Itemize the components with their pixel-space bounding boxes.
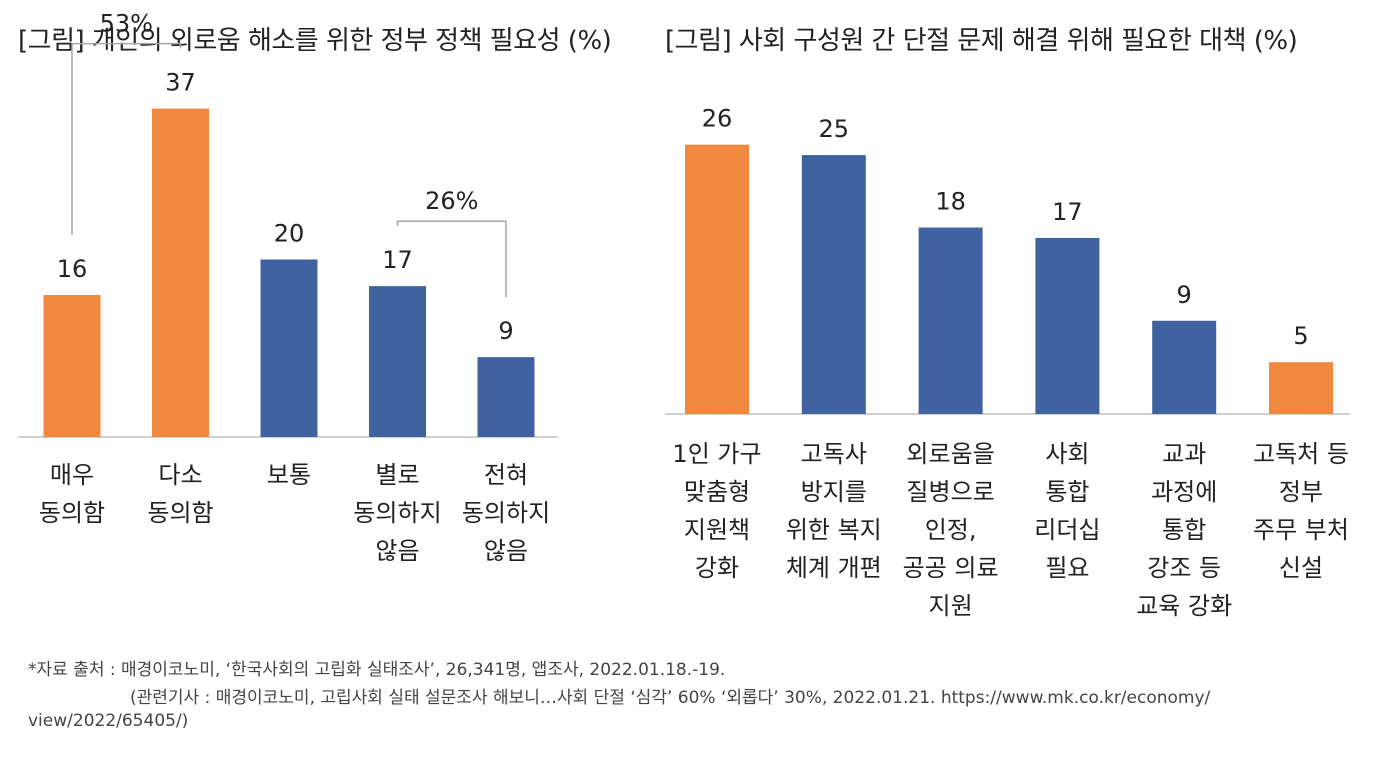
- chart1-bar-4: [1152, 320, 1217, 414]
- chart0-category-label-2: 보통: [267, 461, 311, 489]
- chart0-bar-1: [152, 108, 209, 437]
- chart1-category-label-2: 외로움을 질병으로 인정, 공공 의료 지원: [903, 440, 999, 620]
- chart0-bracket-label-1: 26%: [425, 187, 478, 215]
- chart0-value-label-3: 17: [382, 246, 413, 274]
- source-footnote: *자료 출처 : 매경이코노미, ‘한국사회의 고립화 실태조사’, 26,34…: [28, 660, 726, 680]
- related-article-url: view/2022/65405/): [28, 711, 189, 731]
- chart1-value-label-0: 26: [702, 105, 733, 133]
- chart1-value-label-1: 25: [819, 115, 850, 143]
- chart0-value-label-2: 20: [274, 220, 305, 248]
- chart1-category-label-1: 고독사 방지를 위한 복지 체계 개편: [786, 440, 882, 582]
- left-chart-title: [그림] 개인의 외로움 해소를 위한 정부 정책 필요성 (%): [18, 26, 612, 56]
- chart1-bar-1: [801, 155, 866, 415]
- chart1-category-label-0: 1인 가구 맞춤형 지원책 강화: [672, 440, 761, 582]
- chart0-bar-3: [369, 286, 426, 437]
- chart0-category-label-0: 매우 동의함: [39, 461, 105, 527]
- chart1-category-label-3: 사회 통합 리더십 필요: [1034, 440, 1100, 582]
- chart0-category-label-4: 전혀 동의하지 않음: [462, 461, 550, 565]
- chart1-value-label-2: 18: [935, 188, 966, 216]
- chart0-value-label-0: 16: [57, 255, 88, 283]
- chart0-bar-4: [477, 357, 535, 437]
- chart1-bar-0: [685, 144, 749, 414]
- chart1-category-label-4: 교과 과정에 통합 강조 등 교육 강화: [1136, 440, 1232, 620]
- left-bar-chart: 16 매우 동의함 37 다소 동의함 20 보통 17 별로 동의하지 않음 9 전혀 동의하지 않음 53%…: [18, 10, 558, 565]
- chart1-category-label-5: 고독처 등 정부 주무 부처 신설: [1253, 440, 1349, 582]
- chart0-value-label-1: 37: [165, 69, 196, 97]
- chart1-bar-2: [918, 227, 983, 414]
- chart0-bracket-1: [396, 220, 507, 298]
- chart0-bar-2: [260, 259, 318, 437]
- right-bar-chart: 26 1인 가구 맞춤형 지원책 강화 25 고독사 방지를 위한 복지 체계 개편 18 외로움을 질…: [665, 105, 1350, 620]
- chart0-bracket-label-0: 53%: [100, 10, 153, 38]
- chart1-value-label-4: 9: [1177, 281, 1192, 309]
- chart1-bar-3: [1035, 237, 1100, 414]
- chart1-value-label-5: 5: [1293, 322, 1308, 350]
- chart1-value-label-3: 17: [1052, 198, 1083, 226]
- chart0-category-label-3: 별로 동의하지 않음: [353, 461, 441, 565]
- chart0-category-label-1: 다소 동의함: [147, 461, 213, 527]
- related-article-footnote: (관련기사 : 매경이코노미, 고립사회 실태 설문조사 해보니…사회 단절 ‘…: [130, 688, 1211, 708]
- chart0-value-label-4: 9: [498, 317, 513, 345]
- chart0-bracket-0: [71, 42, 182, 235]
- chart0-bar-0: [43, 295, 101, 437]
- right-chart-title: [그림] 사회 구성원 간 단절 문제 해결 위해 필요한 대책 (%): [665, 26, 1298, 56]
- chart1-bar-5: [1269, 362, 1333, 414]
